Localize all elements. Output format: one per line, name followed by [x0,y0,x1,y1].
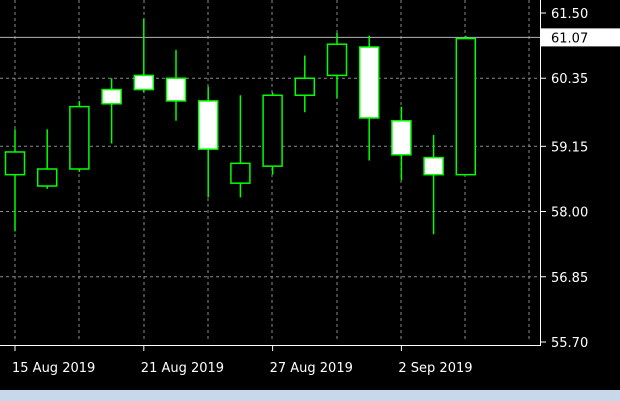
price-tick-label: 56.85 [551,271,588,286]
candle [358,35,380,161]
time-tick-label: 15 Aug 2019 [12,361,95,376]
candle [36,129,58,189]
status-strip [0,390,620,401]
time-tick-label: 21 Aug 2019 [141,361,224,376]
candle-body [101,88,122,105]
candles [4,18,477,235]
candle-body [36,168,58,187]
candle [165,49,187,121]
candle [455,35,477,176]
candle-body [358,46,380,119]
candle [133,18,155,93]
current-price-label: 61.07 [551,31,588,46]
time-tick-label: 27 Aug 2019 [270,361,353,376]
candle [423,134,444,235]
price-axis-ticks: 61.50 60.35 59.15 58.00 56.85 55.70 [540,7,588,351]
candle-body [326,43,348,77]
candle [294,55,316,113]
candle-body [455,37,477,176]
candle [326,32,348,99]
candle [230,95,251,198]
candle-body [230,162,251,184]
price-tick-label: 61.50 [551,7,588,22]
time-axis-ticks: 15 Aug 2019 21 Aug 2019 27 Aug 2019 2 Sep 2… [12,345,473,376]
candle-body [197,100,219,150]
candle [391,106,412,181]
candle-body [133,74,155,91]
candle-body [294,77,316,96]
candle [101,78,122,144]
candle-body [423,156,444,176]
candle [197,86,219,198]
current-price-label-bg [541,28,620,47]
candle-body [262,94,283,167]
time-tick-label: 2 Sep 2019 [398,361,472,376]
price-tick-label: 59.15 [551,140,588,155]
price-tick-label: 55.70 [551,336,588,351]
candle-body [165,77,187,102]
candle [4,129,26,232]
candle [69,100,90,172]
candle [262,92,283,175]
candle-body [4,151,26,176]
price-tick-label: 58.00 [551,206,588,221]
candle-body [391,120,412,156]
price-tick-label: 60.35 [551,72,588,87]
candle-body [69,105,90,170]
current-price-marker: 61.07 [541,28,620,47]
